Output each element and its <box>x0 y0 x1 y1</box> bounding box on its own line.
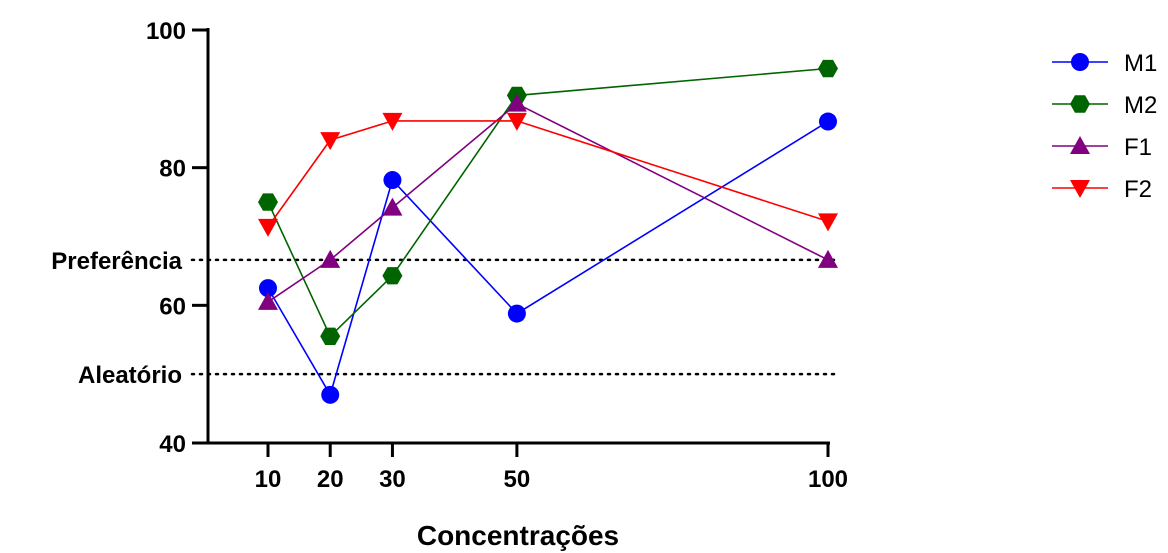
x-tick-label: 50 <box>504 466 531 493</box>
data-point-f2 <box>258 218 278 237</box>
x-axis-title: Concentrações <box>417 520 619 551</box>
legend-marker <box>1070 136 1090 154</box>
data-point-f2 <box>818 213 838 232</box>
data-point-f2 <box>382 112 403 131</box>
data-point-m1 <box>383 171 402 190</box>
data-point-m2 <box>818 59 838 78</box>
y-tick-label: 40 <box>159 431 186 458</box>
legend-marker <box>1071 53 1089 71</box>
legend-label: F2 <box>1124 176 1152 203</box>
legend-item-f2: F2 <box>1052 176 1152 203</box>
data-point-m2 <box>258 193 278 211</box>
data-point-f1 <box>320 249 341 268</box>
x-tick-label: 100 <box>808 466 848 493</box>
y-tick-label: 60 <box>159 293 186 320</box>
data-point-m1 <box>259 279 277 298</box>
data-point-f1 <box>818 249 838 268</box>
series-m2 <box>258 59 838 345</box>
series-f1 <box>258 93 838 310</box>
data-point-f1 <box>382 197 403 216</box>
series-line-m1 <box>267 120 829 397</box>
series-f2 <box>258 112 838 237</box>
series-layer <box>258 59 838 404</box>
y-tick-label: 80 <box>159 156 186 183</box>
series-line-m2 <box>267 67 829 338</box>
reference-line-label: Preferência <box>51 248 182 275</box>
reference-line-label: Aleatório <box>78 362 182 389</box>
y-tick-label: 100 <box>146 18 186 45</box>
legend-marker <box>1070 180 1090 198</box>
axes: 40 60 80 100 10 20 30 50 100 <box>146 18 848 493</box>
data-point-f1 <box>258 291 278 310</box>
series-m1 <box>259 112 837 404</box>
x-tick-label: 10 <box>255 466 282 493</box>
reference-lines: Preferência Aleatório <box>51 248 837 389</box>
legend: M1 M2 F1 F2 <box>1052 50 1157 203</box>
legend-item-m2: M2 <box>1052 92 1157 119</box>
legend-label: F1 <box>1124 134 1152 161</box>
data-point-f2 <box>320 132 341 151</box>
legend-marker <box>1070 95 1090 113</box>
x-tick-label: 20 <box>317 466 344 493</box>
legend-label: M1 <box>1124 50 1157 77</box>
legend-label: M2 <box>1124 92 1157 119</box>
data-point-m2 <box>382 267 403 285</box>
data-point-m1 <box>507 304 526 323</box>
data-point-f2 <box>506 112 527 131</box>
legend-item-m1: M1 <box>1052 50 1157 77</box>
data-point-m1 <box>819 112 837 131</box>
data-point-m1 <box>321 385 340 404</box>
data-point-m2 <box>320 327 341 345</box>
legend-item-f1: F1 <box>1052 134 1152 161</box>
data-point-f1 <box>506 93 527 112</box>
x-tick-label: 30 <box>379 466 406 493</box>
